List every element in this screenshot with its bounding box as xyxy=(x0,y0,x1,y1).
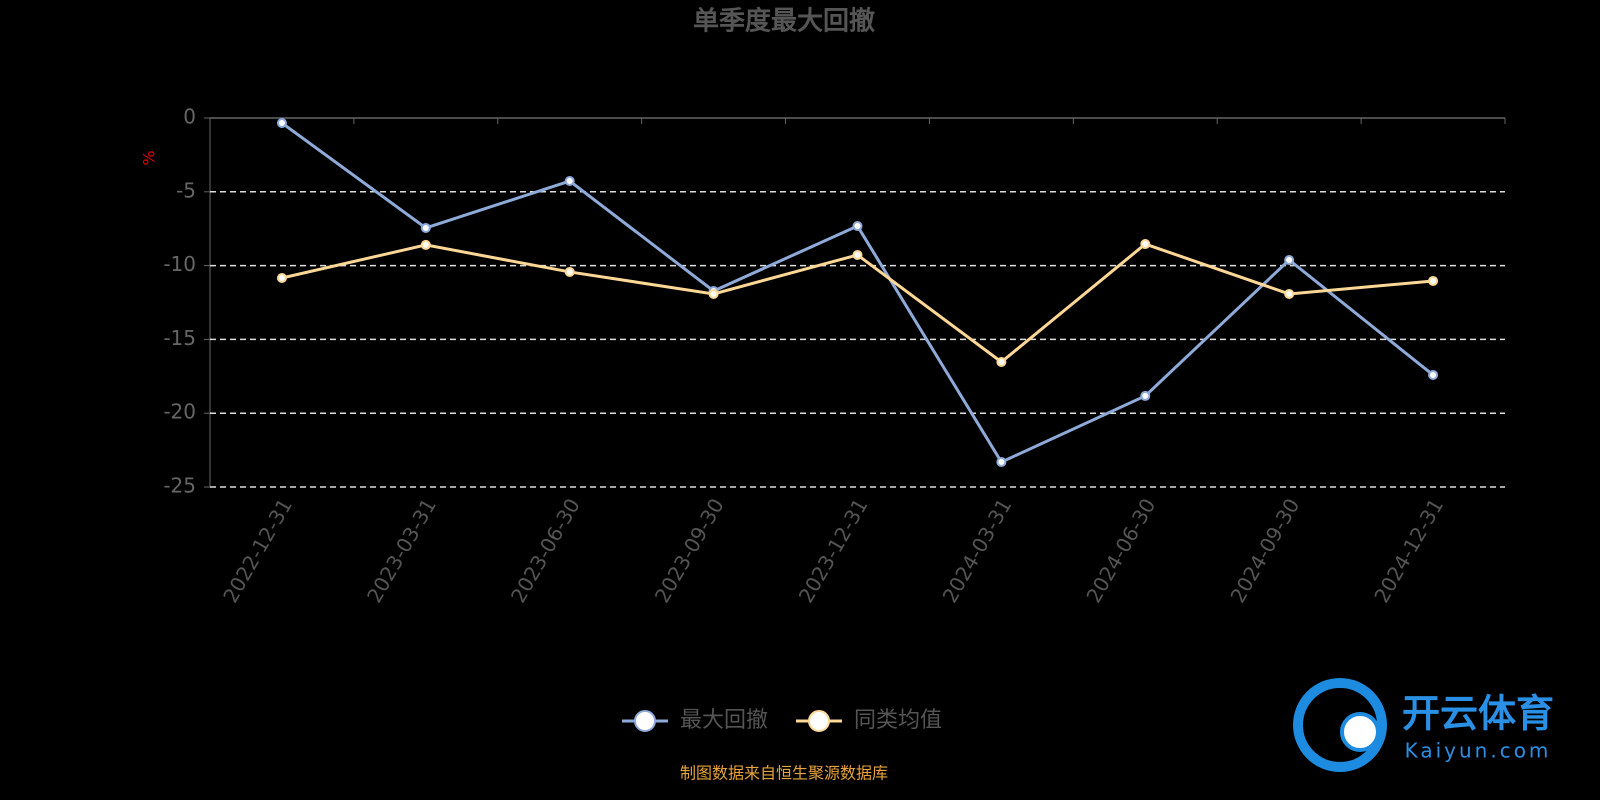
point xyxy=(1428,275,1439,286)
chart-title: 单季度最大回撤 xyxy=(693,6,875,37)
y-tick-label: -25 xyxy=(163,474,196,498)
source-note: 制图数据来自恒生聚源数据库 xyxy=(680,764,888,783)
watermark-brand: 开云体育 xyxy=(1402,692,1554,736)
legend-marker xyxy=(634,710,656,732)
y-tick-label: 0 xyxy=(183,105,196,129)
point xyxy=(564,266,575,277)
point xyxy=(276,118,287,129)
logo-ring xyxy=(1293,678,1387,772)
y-tick-label: -10 xyxy=(163,252,196,276)
watermark-site: Kaiyun.com xyxy=(1405,739,1552,763)
y-axis-label: % xyxy=(140,150,159,165)
y-tick-label: -5 xyxy=(176,178,196,202)
point xyxy=(996,356,1007,367)
legend-label: 最大回撤 xyxy=(680,708,768,733)
point xyxy=(420,239,431,250)
point xyxy=(1140,239,1151,250)
point xyxy=(564,176,575,187)
point xyxy=(996,457,1007,468)
logo-ball xyxy=(1340,712,1380,752)
y-tick-label: -20 xyxy=(163,400,196,424)
point xyxy=(852,249,863,260)
point xyxy=(420,222,431,233)
watermark: 开云体育 Kaiyun.com xyxy=(1293,678,1554,772)
point xyxy=(1284,254,1295,265)
point xyxy=(1284,288,1295,299)
legend-label: 同类均值 xyxy=(854,708,942,733)
point xyxy=(852,221,863,232)
legend-marker xyxy=(808,710,830,732)
point xyxy=(1140,390,1151,401)
y-tick-label: -15 xyxy=(163,326,196,350)
point xyxy=(708,288,719,299)
point xyxy=(1428,369,1439,380)
point xyxy=(276,272,287,283)
